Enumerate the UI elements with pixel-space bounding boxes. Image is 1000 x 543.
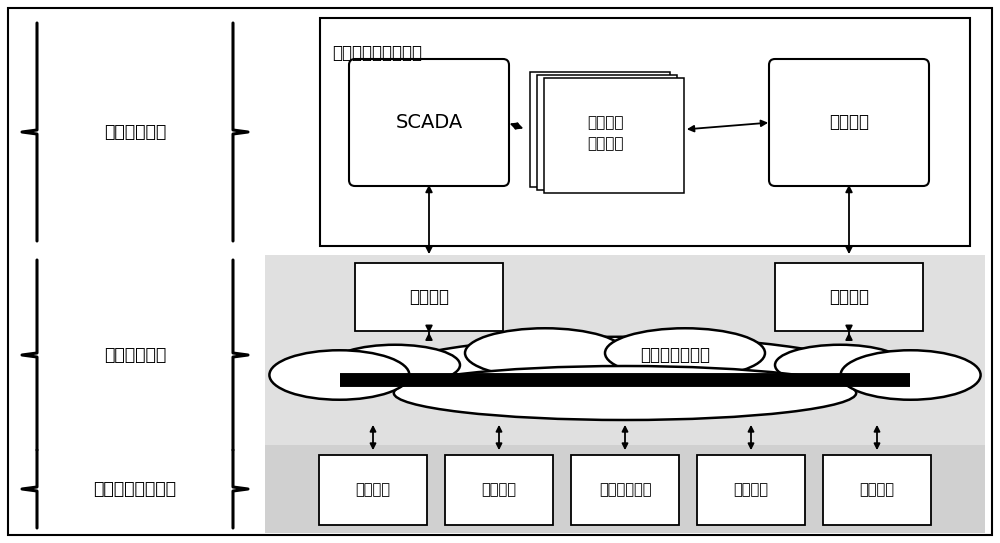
Ellipse shape bbox=[841, 350, 981, 400]
Ellipse shape bbox=[605, 329, 765, 378]
Text: 优化决策: 优化决策 bbox=[829, 113, 869, 131]
Bar bbox=[823, 455, 931, 525]
Bar bbox=[319, 455, 427, 525]
Text: SCADA: SCADA bbox=[395, 113, 463, 132]
Text: 储能设备: 储能设备 bbox=[482, 483, 516, 497]
Text: 事故分析
状态估计: 事故分析 状态估计 bbox=[588, 116, 624, 151]
Ellipse shape bbox=[330, 345, 460, 385]
Text: 通讯网关: 通讯网关 bbox=[409, 288, 449, 306]
Bar bbox=[355, 263, 503, 331]
Text: 微电网设备执行层: 微电网设备执行层 bbox=[94, 480, 176, 498]
Text: 继电保护设备: 继电保护设备 bbox=[599, 483, 651, 497]
Bar bbox=[265, 445, 985, 533]
Bar bbox=[571, 455, 679, 525]
Ellipse shape bbox=[380, 337, 870, 413]
Bar bbox=[265, 255, 985, 455]
Text: 通讯网关: 通讯网关 bbox=[829, 288, 869, 306]
Bar bbox=[775, 263, 923, 331]
FancyBboxPatch shape bbox=[769, 59, 929, 186]
Bar bbox=[544, 78, 684, 193]
Ellipse shape bbox=[394, 366, 856, 420]
Bar bbox=[445, 455, 553, 525]
Ellipse shape bbox=[775, 345, 905, 385]
Text: 发电设备: 发电设备 bbox=[356, 483, 390, 497]
Text: 其他设备: 其他设备 bbox=[860, 483, 895, 497]
FancyBboxPatch shape bbox=[349, 59, 509, 186]
Bar bbox=[320, 18, 970, 246]
Text: 微电网通讯网络: 微电网通讯网络 bbox=[640, 346, 710, 364]
Text: 补偿设备: 补偿设备 bbox=[734, 483, 768, 497]
Text: 微电网系统层: 微电网系统层 bbox=[104, 123, 166, 141]
Bar bbox=[530, 72, 670, 187]
Ellipse shape bbox=[465, 329, 625, 378]
Text: 微电网通讯层: 微电网通讯层 bbox=[104, 346, 166, 364]
Bar bbox=[697, 455, 805, 525]
Text: 微电网保护控制中心: 微电网保护控制中心 bbox=[332, 44, 422, 62]
Bar bbox=[537, 75, 677, 190]
Ellipse shape bbox=[269, 350, 409, 400]
